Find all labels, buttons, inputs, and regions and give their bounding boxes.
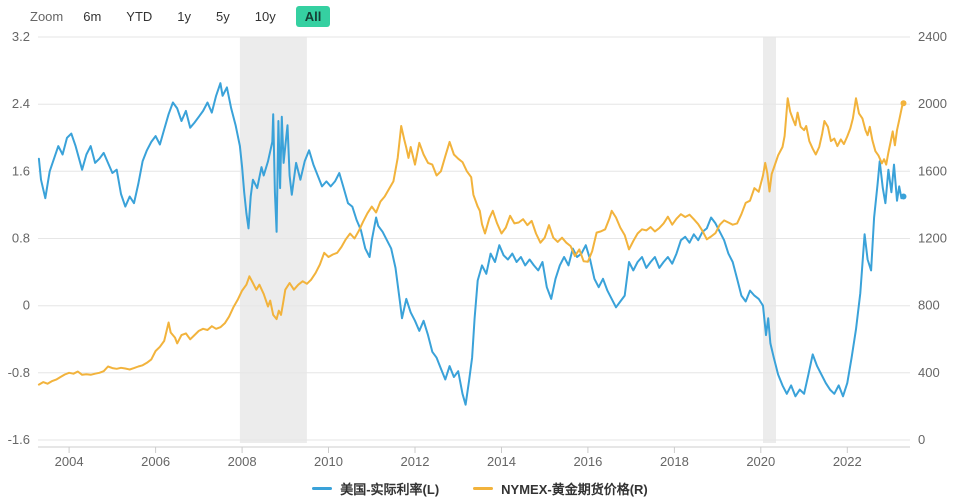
legend-item-gold-futures[interactable]: NYMEX-黄金期货价格(R) bbox=[473, 479, 648, 498]
series-line bbox=[37, 82, 905, 406]
y-axis-right-label: 1200 bbox=[918, 231, 947, 246]
x-axis-label: 2022 bbox=[833, 454, 862, 469]
legend-label-gold-futures: NYMEX-黄金期货价格(R) bbox=[501, 482, 648, 497]
gold-futures-line-swatch-icon bbox=[473, 487, 494, 490]
plot-band bbox=[239, 37, 307, 443]
real-rate-line-swatch-icon bbox=[312, 487, 333, 490]
y-axis-left-label: 1.6 bbox=[12, 163, 30, 178]
series-end-marker bbox=[900, 100, 907, 107]
legend-label-real-rate: 美国-实际利率(L) bbox=[340, 482, 440, 497]
x-axis-label: 2010 bbox=[314, 454, 343, 469]
legend-item-real-rate[interactable]: 美国-实际利率(L) bbox=[312, 479, 439, 498]
y-axis-right-label: 0 bbox=[918, 432, 925, 447]
y-axis-right-label: 2000 bbox=[918, 96, 947, 111]
y-axis-right-label: 1600 bbox=[918, 163, 947, 178]
y-axis-left-label: 0 bbox=[23, 298, 30, 313]
range-button-ytd[interactable]: YTD bbox=[121, 6, 157, 27]
range-selector-toolbar: Zoom 6m YTD 1y 5y 10y All bbox=[30, 6, 331, 27]
x-axis-label: 2014 bbox=[487, 454, 516, 469]
y-axis-left-label: 0.8 bbox=[12, 231, 30, 246]
series-line bbox=[37, 97, 905, 386]
y-axis-left-label: -1.6 bbox=[8, 432, 30, 447]
x-axis-label: 2008 bbox=[228, 454, 257, 469]
x-axis-label: 2020 bbox=[746, 454, 775, 469]
plot-band bbox=[763, 37, 776, 443]
x-axis-label: 2006 bbox=[141, 454, 170, 469]
range-button-10y[interactable]: 10y bbox=[250, 6, 281, 27]
y-axis-right-label: 400 bbox=[918, 365, 940, 380]
range-button-all[interactable]: All bbox=[295, 6, 331, 27]
y-axis-left-label: 2.4 bbox=[12, 96, 30, 111]
y-axis-left-label: 3.2 bbox=[12, 29, 30, 44]
y-axis-right-label: 2400 bbox=[918, 29, 947, 44]
range-button-5y[interactable]: 5y bbox=[211, 6, 235, 27]
series-end-marker bbox=[900, 193, 907, 200]
y-axis-left-label: -0.8 bbox=[8, 365, 30, 380]
x-axis-label: 2018 bbox=[660, 454, 689, 469]
x-axis-label: 2004 bbox=[55, 454, 84, 469]
range-button-1y[interactable]: 1y bbox=[172, 6, 196, 27]
x-axis-label: 2016 bbox=[573, 454, 602, 469]
zoom-label: Zoom bbox=[30, 9, 64, 24]
x-axis-label: 2012 bbox=[401, 454, 430, 469]
range-button-6m[interactable]: 6m bbox=[78, 6, 106, 27]
y-axis-right-label: 800 bbox=[918, 298, 940, 313]
chart-legend: 美国-实际利率(L) NYMEX-黄金期货价格(R) bbox=[0, 479, 960, 498]
